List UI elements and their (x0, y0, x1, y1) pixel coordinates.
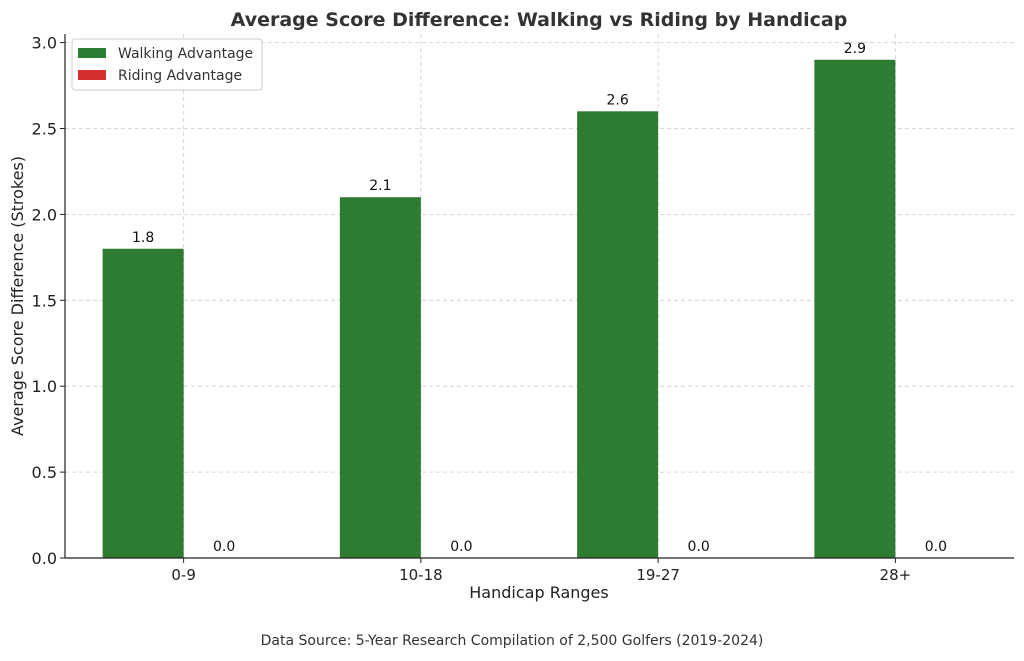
axes (60, 34, 1014, 563)
y-tick-label: 0.0 (32, 549, 57, 568)
bar-value-label: 0.0 (450, 539, 472, 555)
legend: Walking Advantage Riding Advantage (71, 38, 263, 91)
legend-label-walking: Walking Advantage (118, 46, 253, 62)
bar-walking-28+ (814, 59, 896, 558)
bar-value-label: 2.6 (606, 92, 628, 108)
x-tick-label: 28+ (880, 566, 912, 584)
data-source-note: Data Source: 5-Year Research Compilation… (260, 633, 764, 649)
legend-label-riding: Riding Advantage (118, 68, 242, 84)
bar-value-label: 1.8 (132, 230, 154, 246)
bar-value-label: 0.0 (687, 539, 709, 555)
bar-walking-0-9 (102, 248, 184, 559)
bar-value-label: 2.9 (844, 41, 866, 57)
legend-swatch-riding (78, 70, 106, 80)
y-tick-label: 2.5 (32, 119, 57, 138)
bar-value-label: 2.1 (369, 178, 391, 194)
legend-swatch-walking (78, 48, 106, 58)
x-axis-label: Handicap Ranges (469, 583, 608, 602)
y-tick-label: 0.5 (32, 463, 57, 482)
bar-value-label: 0.0 (213, 539, 235, 555)
tick-labels: 0.0 0.5 1.0 1.5 2.0 2.5 3.0 0-9 10-18 19-27 28+ (32, 34, 912, 584)
x-tick-label: 10-18 (399, 566, 443, 584)
y-tick-label: 3.0 (32, 34, 57, 53)
bar-value-label: 0.0 (925, 539, 947, 555)
y-tick-label: 1.0 (32, 377, 57, 396)
y-tick-label: 2.0 (32, 205, 57, 224)
y-tick-label: 1.5 (32, 291, 57, 310)
bar-walking-19-27 (577, 111, 659, 559)
bars (102, 59, 896, 559)
x-tick-label: 0-9 (171, 566, 196, 584)
y-axis-label: Average Score Difference (Strokes) (8, 156, 27, 436)
chart-title: Average Score Difference: Walking vs Rid… (231, 9, 848, 31)
bar-walking-10-18 (339, 197, 421, 558)
legend-box (71, 38, 263, 91)
x-tick-label: 19-27 (636, 566, 680, 584)
data-labels: 1.8 2.1 2.6 2.9 0.0 0.0 0.0 0.0 (132, 41, 947, 555)
